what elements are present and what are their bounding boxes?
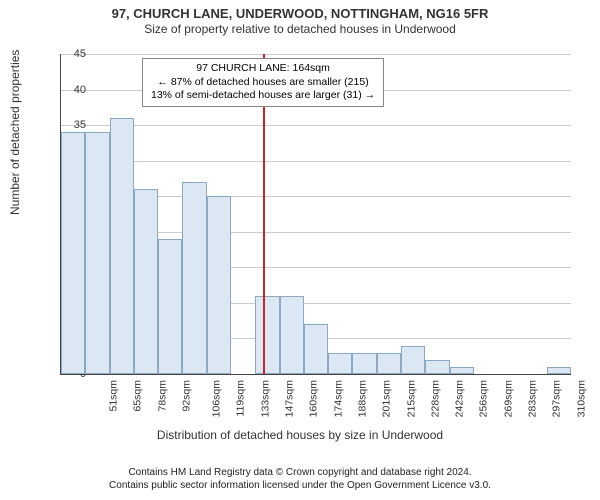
- x-tick-label: 283sqm: [526, 380, 538, 417]
- x-tick-label: 65sqm: [132, 380, 144, 412]
- gridline: [61, 161, 571, 162]
- histogram-bar: [207, 196, 231, 374]
- gridline: [61, 54, 571, 55]
- histogram-bar: [450, 367, 474, 374]
- page-title: 97, CHURCH LANE, UNDERWOOD, NOTTINGHAM, …: [0, 6, 600, 21]
- histogram-bar: [401, 346, 425, 374]
- x-tick-label: 242sqm: [454, 380, 466, 417]
- histogram-bar: [328, 353, 352, 374]
- histogram-bar: [425, 360, 449, 374]
- y-tick-label: 45: [46, 48, 86, 60]
- histogram-bar: [61, 132, 85, 374]
- title-block: 97, CHURCH LANE, UNDERWOOD, NOTTINGHAM, …: [0, 0, 600, 36]
- footer-line: Contains public sector information licen…: [0, 479, 600, 492]
- x-tick-label: 160sqm: [308, 380, 320, 417]
- x-tick-label: 310sqm: [575, 380, 587, 417]
- y-tick-label: 35: [46, 119, 86, 131]
- x-tick-label: 92sqm: [181, 380, 193, 412]
- footer-line: Contains HM Land Registry data © Crown c…: [0, 466, 600, 479]
- annotation-line: ← 87% of detached houses are smaller (21…: [151, 76, 375, 90]
- x-tick-label: 215sqm: [405, 380, 417, 417]
- histogram-bar: [255, 296, 279, 374]
- y-axis-label: Number of detached properties: [8, 50, 22, 215]
- chart-annotation-box: 97 CHURCH LANE: 164sqm ← 87% of detached…: [142, 58, 384, 107]
- histogram-bar: [134, 189, 158, 374]
- x-tick-label: 269sqm: [502, 380, 514, 417]
- x-tick-label: 228sqm: [429, 380, 441, 417]
- histogram-bar: [158, 239, 182, 374]
- attribution-footer: Contains HM Land Registry data © Crown c…: [0, 466, 600, 492]
- x-tick-label: 188sqm: [356, 380, 368, 417]
- x-tick-label: 106sqm: [211, 380, 223, 417]
- histogram-bar: [182, 182, 206, 374]
- x-tick-label: 201sqm: [381, 380, 393, 417]
- x-tick-label: 119sqm: [234, 380, 246, 417]
- x-tick-label: 174sqm: [332, 380, 344, 417]
- histogram-bar: [304, 324, 328, 374]
- annotation-line: 97 CHURCH LANE: 164sqm: [151, 62, 375, 76]
- x-axis-label: Distribution of detached houses by size …: [0, 428, 600, 442]
- x-tick-label: 147sqm: [284, 380, 296, 417]
- histogram-bar: [352, 353, 376, 374]
- y-tick-label: 40: [46, 84, 86, 96]
- histogram-bar: [110, 118, 134, 374]
- histogram-bar: [280, 296, 304, 374]
- x-tick-label: 51sqm: [108, 380, 120, 412]
- gridline: [61, 125, 571, 126]
- x-tick-label: 256sqm: [478, 380, 490, 417]
- x-tick-label: 133sqm: [259, 380, 271, 417]
- annotation-line: 13% of semi-detached houses are larger (…: [151, 89, 375, 103]
- histogram-bar: [377, 353, 401, 374]
- x-tick-label: 78sqm: [156, 380, 168, 412]
- histogram-bar: [85, 132, 109, 374]
- histogram-bar: [547, 367, 571, 374]
- x-tick-label: 297sqm: [551, 380, 563, 417]
- page-subtitle: Size of property relative to detached ho…: [0, 22, 600, 36]
